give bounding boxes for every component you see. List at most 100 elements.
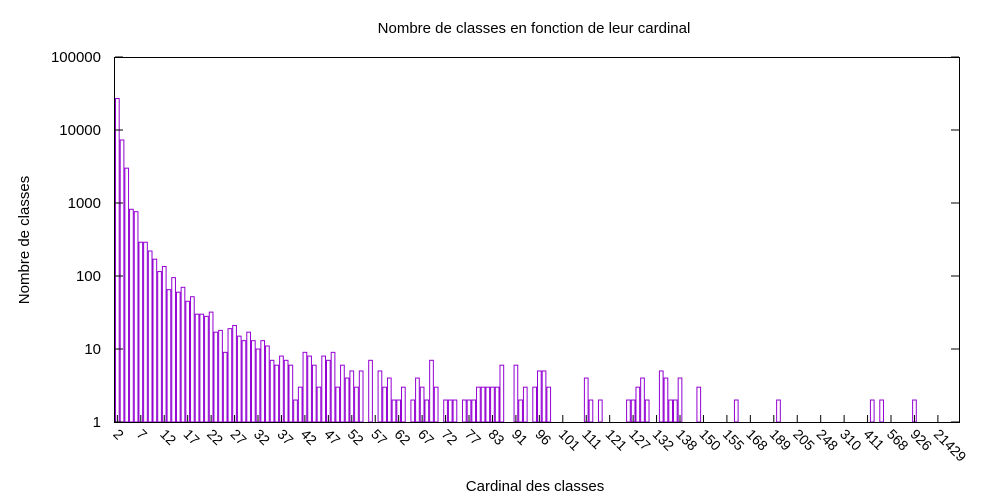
bar xyxy=(311,364,317,423)
y-tick-label: 1000 xyxy=(68,195,101,212)
y-axis: 1 10 100 1000 10000 100000 xyxy=(51,49,959,431)
bar xyxy=(236,335,242,423)
bar xyxy=(869,399,875,423)
bar xyxy=(218,329,223,423)
x-tick-label: 32 xyxy=(251,426,273,448)
bar xyxy=(133,211,139,423)
x-tick-label: 101 xyxy=(556,426,584,454)
bar xyxy=(368,359,373,423)
bar xyxy=(330,351,336,423)
bar xyxy=(208,311,214,423)
x-tick-label: 568 xyxy=(884,426,912,454)
bar xyxy=(321,355,326,423)
y-tick-label: 10 xyxy=(84,341,101,358)
bar xyxy=(340,364,345,423)
bar xyxy=(335,386,341,423)
bar xyxy=(391,399,397,423)
bar xyxy=(499,364,505,423)
bar xyxy=(672,399,678,423)
x-tick-label: 168 xyxy=(743,426,771,454)
bar xyxy=(733,399,739,423)
bar xyxy=(471,399,477,423)
bar xyxy=(640,377,645,423)
bar xyxy=(269,359,275,423)
y-tick-label: 100000 xyxy=(51,49,101,66)
plot-frame xyxy=(114,57,960,423)
bar xyxy=(138,241,144,423)
x-tick-label: 42 xyxy=(298,426,320,448)
bar xyxy=(232,324,237,423)
x-tick-label: 138 xyxy=(673,426,701,454)
bar xyxy=(546,386,552,423)
bar xyxy=(644,399,650,423)
bar xyxy=(518,399,523,423)
x-tick-label: 127 xyxy=(626,426,654,454)
x-axis-label: Cardinal des classes xyxy=(466,478,604,495)
bar xyxy=(382,386,387,423)
bar xyxy=(663,377,669,423)
x-tick-label: 205 xyxy=(790,426,818,454)
bar xyxy=(274,364,280,423)
x-tick-label: 96 xyxy=(532,426,554,448)
bar xyxy=(265,345,270,423)
x-tick-label: 248 xyxy=(814,426,842,454)
x-tick-label: 37 xyxy=(274,426,296,448)
bar xyxy=(204,315,209,423)
y-tick-label: 10000 xyxy=(59,122,101,139)
bar xyxy=(354,386,359,423)
x-tick-label: 47 xyxy=(321,426,343,448)
bar xyxy=(349,370,355,423)
y-tick-label: 1 xyxy=(93,414,101,431)
bar xyxy=(255,348,261,423)
bar xyxy=(358,370,364,423)
y-tick-label: 100 xyxy=(76,268,101,285)
x-tick-label: 926 xyxy=(907,426,935,454)
bar xyxy=(494,386,500,423)
bar xyxy=(480,386,486,423)
bar xyxy=(185,300,191,423)
x-tick-label: 22 xyxy=(204,426,226,448)
bar xyxy=(386,377,392,423)
bar xyxy=(307,355,312,423)
bar xyxy=(147,250,153,423)
x-tick-label: 155 xyxy=(720,426,748,454)
bar xyxy=(213,331,219,423)
x-tick-label: 52 xyxy=(345,426,367,448)
bar xyxy=(119,139,125,423)
x-tick-label: 111 xyxy=(579,426,606,453)
x-tick-label: 132 xyxy=(649,426,677,454)
bar xyxy=(246,331,251,423)
chart-title: Nombre de classes en fonction de leur ca… xyxy=(378,20,691,37)
bar xyxy=(152,258,158,423)
bar xyxy=(541,370,547,423)
bar xyxy=(461,399,467,423)
x-tick-label: 7 xyxy=(134,426,151,443)
bar xyxy=(485,386,491,423)
bar xyxy=(410,399,416,423)
bar xyxy=(537,370,542,423)
bar xyxy=(180,286,186,423)
x-tick-label: 72 xyxy=(438,426,460,448)
x-tick-label: 310 xyxy=(837,426,865,454)
bar xyxy=(433,386,439,423)
bar xyxy=(401,386,406,423)
bar xyxy=(532,386,537,423)
bar xyxy=(658,370,664,423)
x-tick-label: 2 xyxy=(110,426,127,443)
bar xyxy=(241,340,247,423)
bar xyxy=(222,351,228,423)
x-tick-label: 57 xyxy=(368,426,390,448)
x-tick-label: 189 xyxy=(767,426,795,454)
bar xyxy=(171,277,176,423)
x-tick-label: 150 xyxy=(696,426,724,454)
bar xyxy=(424,399,430,423)
bar xyxy=(447,399,453,423)
bar xyxy=(696,386,702,423)
x-tick-label: 77 xyxy=(462,426,484,448)
y-axis-label: Nombre de classes xyxy=(16,176,33,304)
bar xyxy=(297,386,303,423)
bar xyxy=(129,208,134,423)
x-tick-label: 83 xyxy=(485,426,507,448)
bar xyxy=(260,340,266,423)
